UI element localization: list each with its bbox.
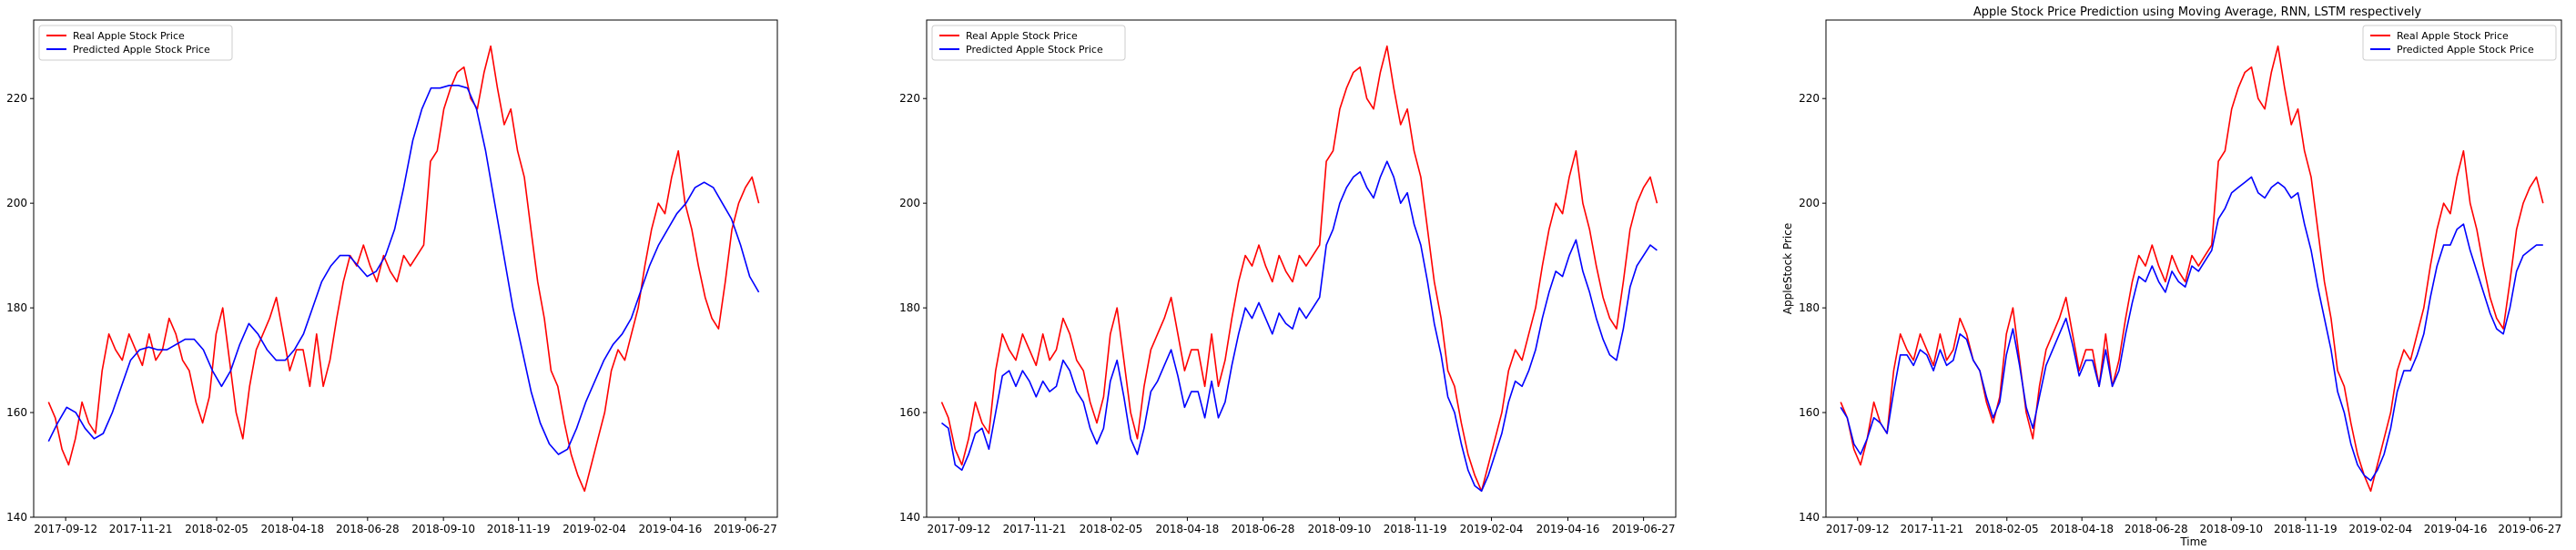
x-tick-label: 2018-09-10	[1308, 523, 1372, 535]
y-tick-label: 180	[899, 301, 920, 314]
series-line-real	[940, 45, 1658, 493]
legend: Real Apple Stock Price Predicted Apple St…	[2362, 25, 2557, 61]
series-line-real	[47, 45, 760, 493]
x-tick-label: 2018-11-19	[1384, 523, 1447, 535]
legend-entry-label: Real Apple Stock Price	[966, 30, 1078, 42]
y-tick-label: 160	[899, 406, 920, 419]
x-tick-label: 2019-06-27	[2498, 523, 2561, 535]
legend-box	[2362, 25, 2557, 61]
x-tick-label: 2017-09-12	[928, 523, 991, 535]
y-tick-label: 140	[1799, 511, 1820, 524]
x-tick-label: 2017-09-12	[1826, 523, 1890, 535]
x-tick-label: 2017-11-21	[1003, 523, 1067, 535]
chart-panel-2: 140 160 180 200 220 2017-09-12 2017-11-21 2018-…	[899, 19, 1677, 535]
x-tick-label: 2019-06-27	[1612, 523, 1676, 535]
y-tick-label: 160	[6, 406, 27, 419]
x-tick-label: 2019-06-27	[714, 523, 777, 535]
y-tick-label: 220	[899, 92, 920, 105]
x-tick-label: 2019-04-16	[2424, 523, 2488, 535]
axes-frame	[33, 19, 778, 518]
axes-frame	[1825, 19, 2562, 518]
x-tick-label: 2019-02-04	[2348, 523, 2412, 535]
x-tick-label: 2018-02-05	[185, 523, 248, 535]
legend-entry-label: Predicted Apple Stock Price	[73, 44, 210, 56]
legend-box	[931, 25, 1126, 61]
x-tick-label: 2019-04-16	[638, 523, 702, 535]
y-tick-label: 180	[1799, 301, 1820, 314]
x-tick-label: 2018-02-05	[1975, 523, 2039, 535]
legend-entry-label: Real Apple Stock Price	[73, 30, 185, 42]
series-line-predicted	[1840, 176, 2543, 482]
x-tick-label: 2017-11-21	[109, 523, 173, 535]
series-line-predicted	[47, 85, 760, 455]
x-tick-label: 2018-06-28	[336, 523, 400, 535]
y-axis-label: AppleStock Price	[1781, 223, 1794, 314]
y-tick-label: 220	[1799, 92, 1820, 105]
x-tick-label: 2017-11-21	[1900, 523, 1963, 535]
x-tick-label: 2019-02-04	[563, 523, 626, 535]
series-line-real	[1840, 45, 2544, 493]
y-tick-label: 200	[899, 197, 920, 209]
chart-panel-3: 140 160 180 200 220 2017-09-12 2017-11-21 2018-…	[1781, 19, 2562, 548]
y-tick-label: 140	[899, 511, 920, 524]
x-tick-label: 2018-11-19	[487, 523, 551, 535]
legend-entry-label: Predicted Apple Stock Price	[2397, 44, 2534, 56]
x-tick-label: 2018-02-05	[1080, 523, 1143, 535]
y-tick-label: 220	[6, 92, 27, 105]
y-tick-label: 200	[6, 197, 27, 209]
x-tick-label: 2018-06-28	[2125, 523, 2188, 535]
figure-title: Apple Stock Price Prediction using Movin…	[1973, 5, 2422, 19]
charts-container: 140 160 180 200 220 2017-09-12 2017-11-21 2018-…	[6, 19, 2562, 548]
series-line-predicted	[941, 160, 1658, 493]
x-tick-label: 2018-09-10	[2199, 523, 2263, 535]
x-tick-label: 2018-04-18	[260, 523, 324, 535]
x-tick-label: 2017-09-12	[34, 523, 97, 535]
x-tick-label: 2019-04-16	[1536, 523, 1600, 535]
x-tick-label: 2018-04-18	[1156, 523, 1220, 535]
legend-entry-label: Real Apple Stock Price	[2397, 30, 2509, 42]
x-tick-label: 2018-06-28	[1232, 523, 1295, 535]
x-tick-label: 2019-02-04	[1460, 523, 1524, 535]
x-tick-label: 2018-09-10	[411, 523, 475, 535]
chart-panel-1: 140 160 180 200 220 2017-09-12 2017-11-21 2018-…	[6, 19, 778, 535]
legend: Real Apple Stock Price Predicted Apple St…	[931, 25, 1126, 61]
legend: Real Apple Stock Price Predicted Apple St…	[38, 25, 233, 61]
x-tick-label: 2018-04-18	[2050, 523, 2114, 535]
y-tick-label: 140	[6, 511, 27, 524]
y-tick-label: 180	[6, 301, 27, 314]
legend-box	[38, 25, 233, 61]
y-tick-label: 160	[1799, 406, 1820, 419]
x-axis-label: Time	[2179, 535, 2206, 548]
x-tick-label: 2018-11-19	[2274, 523, 2338, 535]
y-tick-label: 200	[1799, 197, 1820, 209]
axes-frame	[926, 19, 1677, 518]
legend-entry-label: Predicted Apple Stock Price	[966, 44, 1103, 56]
